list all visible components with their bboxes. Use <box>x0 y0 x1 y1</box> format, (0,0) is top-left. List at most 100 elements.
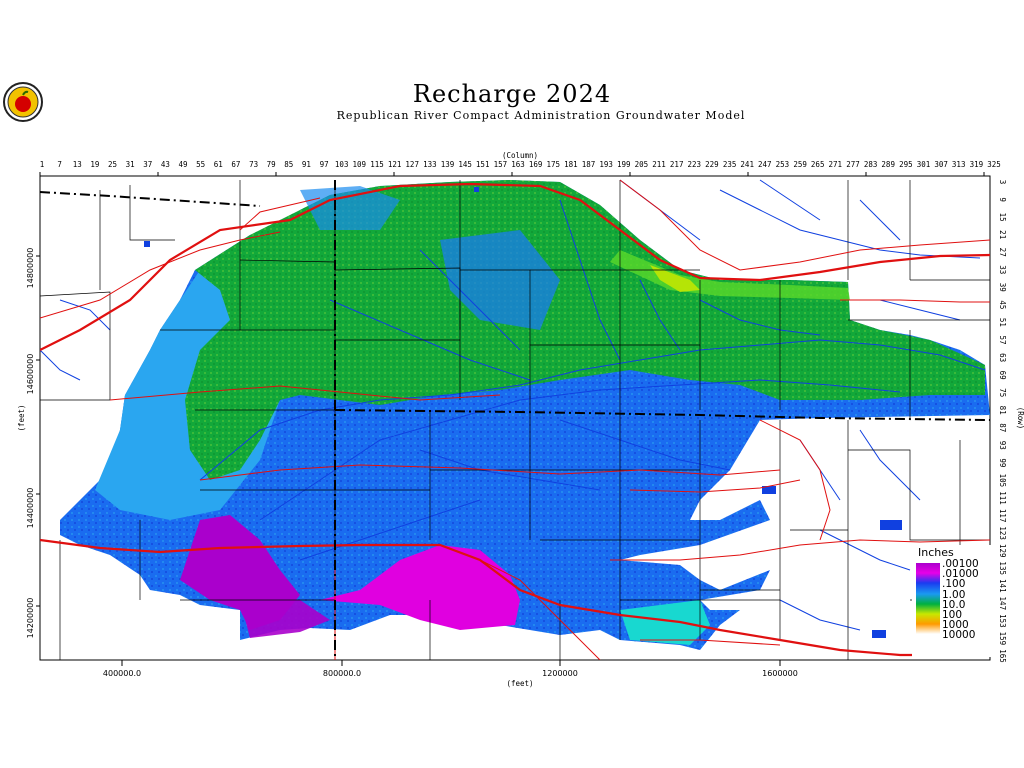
legend-label: .00100 <box>942 558 979 570</box>
legend-title: Inches <box>918 546 954 559</box>
column-tick-label: 301 <box>917 160 931 169</box>
row-tick-label: 75 <box>998 388 1007 397</box>
magenta-region <box>320 545 520 630</box>
column-tick-label: 289 <box>881 160 895 169</box>
row-tick-label: 69 <box>998 371 1007 380</box>
blue-patch-2 <box>300 186 400 230</box>
row-tick-label: 15 <box>998 213 1007 222</box>
legend: Inches .00100.01000.100 1.00 10.0 100 1000 10… <box>912 545 994 657</box>
column-tick-label: 307 <box>934 160 948 169</box>
x-feet-axis-label: (feet) <box>506 679 533 688</box>
y-feet-tick-3: 14400000 <box>26 488 35 529</box>
row-tick-label: 87 <box>998 423 1007 432</box>
row-tick-label: 39 <box>998 283 1007 292</box>
column-tick-label: 79 <box>267 160 276 169</box>
axis-ticks <box>36 172 985 666</box>
column-tick-label: 25 <box>108 160 117 169</box>
column-tick-label: 229 <box>705 160 719 169</box>
column-tick-label: 139 <box>441 160 455 169</box>
column-tick-label: 199 <box>617 160 631 169</box>
column-axis-label: (Column) <box>502 151 538 160</box>
y-feet-axis-label: (feet) <box>17 404 26 431</box>
column-tick-label: 235 <box>723 160 737 169</box>
y-feet-tick-4: 14200000 <box>26 598 35 639</box>
row-tick-label: 105 <box>998 474 1007 488</box>
row-tick-label: 81 <box>998 406 1007 415</box>
row-tick-label: 21 <box>998 230 1007 239</box>
row-tick-label: 51 <box>998 318 1007 327</box>
column-tick-label: 115 <box>370 160 384 169</box>
row-tick-label: 57 <box>998 335 1007 344</box>
x-feet-tick-1: 400000.0 <box>103 669 141 678</box>
column-tick-label: 127 <box>405 160 419 169</box>
column-tick-label: 211 <box>652 160 666 169</box>
map-title: Recharge 2024 <box>412 80 612 108</box>
row-tick-label: 63 <box>998 353 1007 362</box>
y-feet-tick-1: 14800000 <box>26 248 35 289</box>
row-tick-label: 123 <box>998 526 1007 540</box>
column-tick-label: 31 <box>126 160 135 169</box>
legend-label: 10.0 <box>942 598 966 611</box>
column-tick-label: 103 <box>335 160 349 169</box>
row-tick-label: 9 <box>998 197 1007 202</box>
row-tick-label: 27 <box>998 248 1007 257</box>
purple-region-2 <box>240 600 330 638</box>
x-feet-tick-3: 1200000 <box>542 669 578 678</box>
column-tick-label: 175 <box>547 160 561 169</box>
cyan-patch <box>620 600 710 645</box>
legend-label: 1.00 <box>942 588 966 601</box>
column-tick-label: 259 <box>793 160 807 169</box>
column-tick-label: 241 <box>740 160 754 169</box>
row-tick-label: 111 <box>998 491 1007 505</box>
legend-swatch <box>916 603 940 614</box>
row-tick-label: 153 <box>998 614 1007 628</box>
column-tick-label: 169 <box>529 160 543 169</box>
column-tick-label: 67 <box>231 160 240 169</box>
highways <box>40 179 990 660</box>
legend-swatch <box>916 593 940 604</box>
legend-label: .01000 <box>942 568 979 581</box>
row-tick-label: 33 <box>998 265 1007 274</box>
row-tick-label: 135 <box>998 561 1007 575</box>
legend-label: 1000 <box>942 619 969 632</box>
column-tick-label: 55 <box>196 160 205 169</box>
legend-swatch <box>916 614 940 625</box>
column-tick-label: 205 <box>635 160 649 169</box>
row-axis-label: (Row) <box>1016 407 1024 430</box>
column-tick-label: 253 <box>776 160 790 169</box>
column-tick-labels: 1 7 13 19 25 31 37 43 49 55 61 67 73 79 85 91 97 103 109 11… <box>40 160 1001 169</box>
map-subtitle: Republican River Compact Administration … <box>336 109 746 122</box>
row-tick-label: 3 <box>998 180 1007 185</box>
logo-apple-seal <box>3 82 43 122</box>
column-tick-label: 151 <box>476 160 490 169</box>
column-tick-label: 49 <box>178 160 187 169</box>
column-tick-label: 283 <box>864 160 878 169</box>
column-tick-label: 121 <box>388 160 402 169</box>
column-tick-label: 13 <box>73 160 82 169</box>
row-tick-label: 117 <box>998 509 1007 523</box>
row-tick-label: 141 <box>998 579 1007 593</box>
green-region-texture <box>185 180 985 480</box>
column-tick-label: 295 <box>899 160 913 169</box>
column-tick-label: 133 <box>423 160 437 169</box>
column-tick-label: 271 <box>829 160 843 169</box>
legend-swatch <box>916 573 940 584</box>
column-tick-label: 19 <box>90 160 99 169</box>
row-tick-label: 147 <box>998 597 1007 611</box>
lakes <box>144 187 902 638</box>
legend-swatch <box>916 624 940 635</box>
x-feet-tick-2: 800000.0 <box>323 669 361 678</box>
row-tick-label: 159 <box>998 632 1007 646</box>
column-tick-label: 73 <box>249 160 258 169</box>
yellow-green-strip <box>650 265 700 292</box>
column-tick-label: 85 <box>284 160 293 169</box>
row-tick-labels: 3915212733394551576369758187939910511111… <box>998 180 1007 663</box>
column-tick-label: 109 <box>353 160 367 169</box>
column-tick-label: 7 <box>57 160 62 169</box>
column-tick-label: 181 <box>564 160 578 169</box>
legend-swatch <box>916 563 940 574</box>
column-tick-label: 43 <box>161 160 170 169</box>
row-tick-label: 45 <box>998 300 1007 309</box>
legend-label: 10000 <box>942 629 976 642</box>
